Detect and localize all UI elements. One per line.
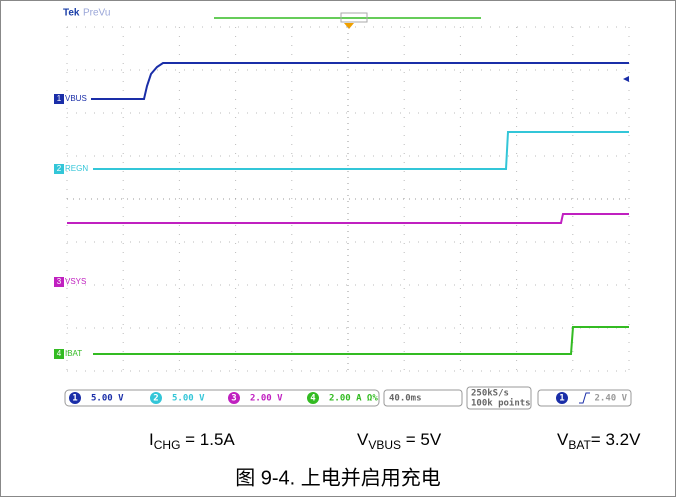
record-length: 100k points	[471, 398, 531, 409]
caption-symbol: V	[557, 430, 569, 449]
trace-vbus	[91, 62, 629, 100]
channel-badge	[54, 277, 64, 287]
caption: ICHG = 1.5A	[149, 430, 235, 452]
trigger-channel-badge	[556, 392, 568, 404]
mode: PreVu	[83, 8, 110, 19]
channel-number: 2	[153, 394, 158, 404]
figure-title: 图 9-4. 上电并启用充电	[235, 466, 441, 489]
channel-scale: 5.00 V	[91, 394, 124, 404]
trigger-level: 2.40 V	[594, 394, 627, 404]
channel-box	[64, 389, 380, 407]
channel-number: 4	[310, 394, 316, 404]
channel-label: IBAT	[65, 349, 82, 358]
channel-label: VSYS	[65, 277, 86, 286]
channel-scale: 2.00 V	[250, 394, 283, 404]
caption: VVBUS = 5V	[357, 430, 442, 452]
channel-badge	[228, 392, 240, 404]
caption-value: = 3.2V	[591, 430, 641, 449]
view-window	[340, 12, 368, 23]
channel-labels: 1 VBUS 2 REGN 3 VSYS 4 IBAT	[54, 94, 88, 359]
trigger-box	[537, 389, 632, 407]
trigger-slope	[579, 392, 590, 404]
channel-scale: 2.00 A Ω%	[329, 394, 378, 404]
caption: VBAT= 3.2V	[557, 430, 641, 452]
channel-number: 4	[57, 349, 62, 358]
channel-number: 3	[231, 394, 236, 404]
graticule	[66, 26, 630, 372]
level-marker	[623, 76, 629, 82]
channel-badge	[150, 392, 162, 404]
caption-value: = 5V	[401, 430, 442, 449]
caption-symbol: I	[149, 430, 154, 449]
brand: Tek	[63, 8, 80, 19]
caption-subscript: CHG	[154, 438, 181, 452]
channel-scale: 5.00 V	[172, 394, 205, 404]
trigger-channel: 1	[559, 394, 564, 404]
channel-settings: 1 5.00 V 2 5.00 V 3 2.00 V 4 2.00 A Ω%	[69, 392, 378, 404]
channel-number: 2	[57, 164, 62, 173]
captions: ICHG = 1.5A VVBUS = 5V VBAT= 3.2V	[149, 430, 641, 452]
trace-ibat	[93, 326, 629, 355]
trigger-marker	[344, 23, 354, 29]
channel-number: 3	[57, 277, 62, 286]
channel-badge	[69, 392, 81, 404]
caption-symbol: V	[357, 430, 369, 449]
timebase: 40.0ms	[389, 394, 422, 404]
caption-subscript: VBUS	[368, 438, 401, 452]
caption-value: = 1.5A	[180, 430, 235, 449]
trace-vsys	[67, 213, 629, 224]
channel-badge	[54, 349, 64, 359]
channel-badge	[307, 392, 319, 404]
channel-badge	[54, 164, 64, 174]
channel-number: 1	[72, 394, 77, 404]
sample-rate: 250kS/s	[471, 389, 509, 399]
caption-subscript: BAT	[568, 438, 591, 452]
acq-box	[466, 386, 532, 410]
channel-number: 1	[57, 94, 62, 103]
channel-badge	[54, 94, 64, 104]
channel-label: VBUS	[65, 94, 87, 103]
trace-regn	[93, 131, 629, 170]
channel-label: REGN	[65, 164, 88, 173]
time-box	[383, 389, 463, 407]
